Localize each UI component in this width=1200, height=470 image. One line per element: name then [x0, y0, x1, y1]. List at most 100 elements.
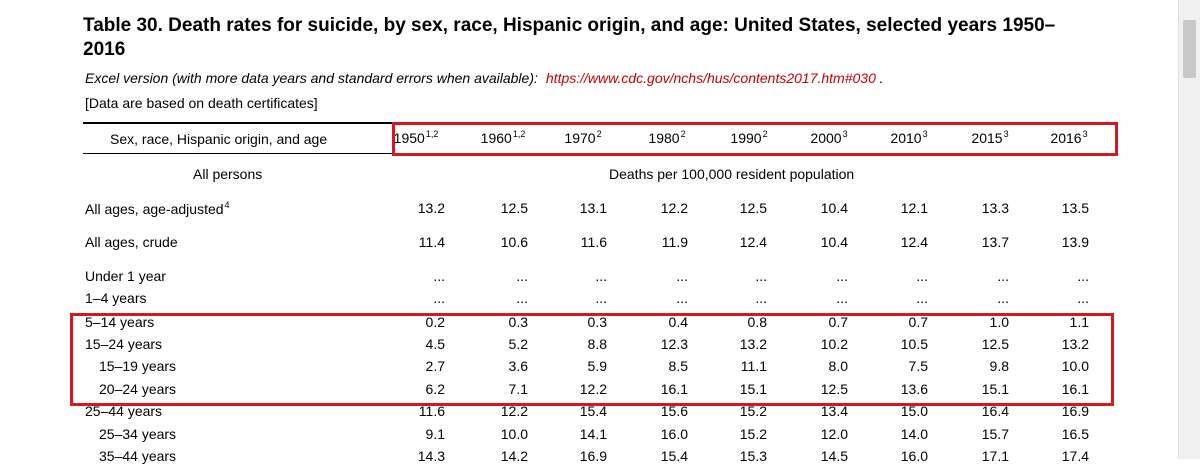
table-row: 5–14 years 0.2 0.3 0.3 0.4 0.8 0.7 0.7 1.0 1.1 [0, 314, 1178, 336]
year-footnote-marker: 3 [842, 129, 848, 139]
year-header-text: 2010 [890, 130, 922, 146]
row-label: 5–14 years [85, 314, 154, 330]
table-cell: 5.2 [508, 336, 528, 352]
table-row: 1–4 years........................... [0, 290, 1178, 312]
row-label: 25–34 years [99, 426, 176, 442]
year-footnote-marker: 1,2 [425, 129, 439, 139]
table-cell: 16.0 [900, 448, 928, 464]
table-cell: 14.3 [417, 448, 445, 464]
table-cell: ... [755, 268, 767, 284]
table-cell: ... [516, 268, 528, 284]
table-cell: 16.4 [981, 403, 1009, 419]
year-header-text: 1980 [648, 130, 680, 146]
row-label-text: 25–34 years [99, 426, 177, 442]
table-cell: 16.5 [1061, 426, 1089, 442]
table-cell: 10.6 [500, 234, 528, 250]
table-cell: 10.2 [820, 336, 848, 352]
table-cell: 14.5 [820, 448, 848, 464]
table-cell: ... [997, 290, 1009, 306]
highlight-box-years [392, 122, 1118, 156]
table-cell: 9.8 [989, 358, 1009, 374]
table-cell: 14.1 [579, 426, 607, 442]
table-cell: ... [836, 290, 848, 306]
year-header-text: 1960 [480, 130, 512, 146]
table-cell: 15.1 [981, 381, 1009, 397]
table-cell: 1.1 [1069, 314, 1089, 330]
year-header-1960: 19601,2 [473, 129, 533, 146]
year-header-text: 2000 [810, 130, 842, 146]
table-cell: 12.0 [820, 426, 848, 442]
table-cell: 11.9 [661, 234, 688, 250]
table-cell: 13.7 [981, 234, 1009, 250]
row-label: All ages, age-adjusted4 [85, 200, 230, 217]
table-row: 15–19 years 2.7 3.6 5.9 8.5 11.1 8.0 7.5 9.8 10.0 [0, 358, 1178, 380]
row-label-text: 20–24 years [99, 381, 177, 397]
table-cell: 13.9 [1061, 234, 1089, 250]
excel-version-note: Excel version (with more data years and … [85, 70, 883, 86]
table-cell: 7.5 [908, 358, 928, 374]
table-cell: 13.5 [1061, 200, 1089, 216]
year-header-text: 2015 [971, 130, 1003, 146]
table-cell: 11.4 [418, 234, 445, 250]
row-label: All ages, crude [85, 234, 178, 250]
table-row: 20–24 years 6.2 7.1 12.2 16.1 15.1 12.5 13.6 15.… [0, 381, 1178, 403]
year-header-text: 1970 [564, 130, 596, 146]
year-header-text: 1990 [730, 130, 762, 146]
table-cell: ... [916, 290, 928, 306]
table-cell: 12.2 [579, 381, 607, 397]
table-cell: 12.1 [900, 200, 928, 216]
row-label-text: All ages, crude [85, 234, 178, 250]
table-cell: 13.3 [981, 200, 1009, 216]
year-footnote-marker: 3 [922, 129, 928, 139]
table-cell: 4.5 [425, 336, 445, 352]
table-cell: 15.2 [739, 426, 767, 442]
year-header-1980: 19802 [637, 129, 697, 146]
table-cell: ... [433, 290, 445, 306]
table-row: All ages, age-adjusted4 13.2 12.5 13.1 12.2 1… [0, 200, 1178, 222]
table-cell: 6.2 [425, 381, 445, 397]
table-cell: ... [916, 268, 928, 284]
row-label: 20–24 years [99, 381, 176, 397]
row-label: 15–19 years [99, 358, 176, 374]
table-row: All ages, crude 11.4 10.6 11.6 11.9 12.4 10.4 1… [0, 234, 1178, 256]
row-label: 35–44 years [99, 448, 176, 464]
table-cell: 2.7 [425, 358, 445, 374]
table-cell: 10.5 [900, 336, 928, 352]
table-cell: 13.4 [820, 403, 848, 419]
table-cell: 12.5 [981, 336, 1009, 352]
table-cell: 0.8 [747, 314, 767, 330]
table-cell: 0.7 [908, 314, 928, 330]
table-cell: 9.1 [425, 426, 445, 442]
table-cell: 15.7 [981, 426, 1009, 442]
vertical-scrollbar[interactable] [1178, 0, 1200, 459]
excel-period: . [878, 70, 883, 86]
table-cell: 0.3 [587, 314, 607, 330]
table-cell: 13.1 [579, 200, 607, 216]
table-cell: 16.0 [660, 426, 688, 442]
scrollbar-thumb[interactable] [1183, 20, 1196, 78]
row-label: Under 1 year [85, 268, 166, 284]
table-cell: 13.2 [417, 200, 445, 216]
table-cell: 8.5 [668, 358, 688, 374]
table-cell: 11.6 [418, 403, 445, 419]
table-cell: 15.3 [739, 448, 767, 464]
table-row: 15–24 years 4.5 5.2 8.8 12.3 13.2 10.2 10.5 12.5… [0, 336, 1178, 358]
table-cell: ... [676, 268, 688, 284]
table-cell: 12.2 [500, 403, 528, 419]
table-cell: 10.0 [500, 426, 528, 442]
row-footnote-marker: 4 [224, 200, 230, 210]
table-cell: 15.2 [739, 403, 767, 419]
row-label: 1–4 years [85, 290, 146, 306]
year-header-2016: 20163 [1039, 129, 1099, 146]
table-cell: 16.1 [660, 381, 688, 397]
excel-link[interactable]: https://www.cdc.gov/nchs/hus/contents201… [545, 70, 876, 86]
table-cell: 15.6 [660, 403, 688, 419]
table-cell: 0.4 [668, 314, 688, 330]
table-cell: 14.0 [900, 426, 928, 442]
table-cell: ... [755, 290, 767, 306]
row-label-text: 35–44 years [99, 448, 177, 464]
table-cell: 13.2 [739, 336, 767, 352]
table-cell: 12.4 [739, 234, 767, 250]
table-cell: 12.5 [739, 200, 767, 216]
year-footnote-marker: 2 [762, 129, 768, 139]
